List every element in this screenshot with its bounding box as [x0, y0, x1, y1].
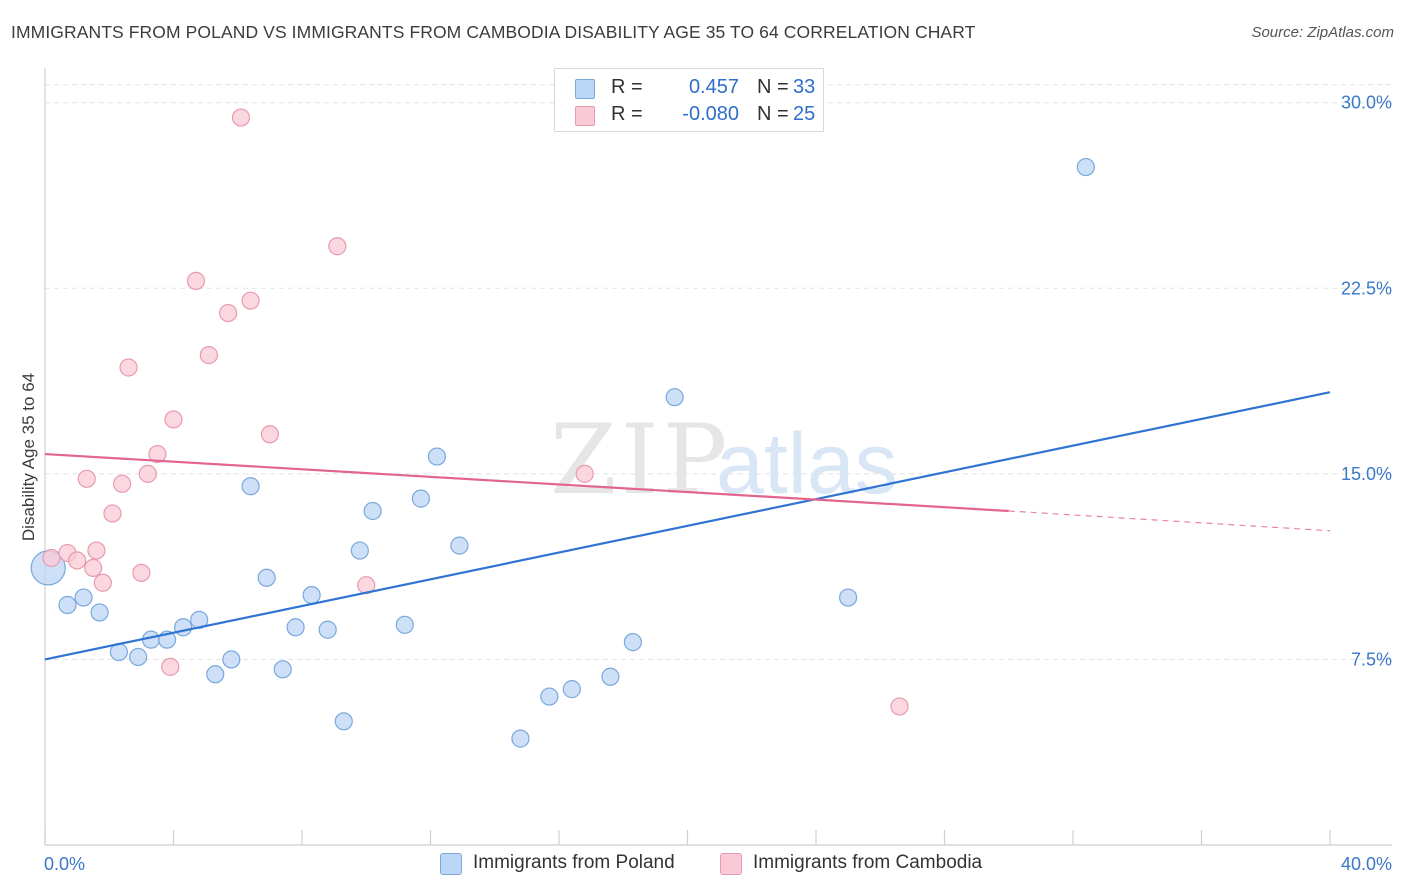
y-tick-label: 7.5%	[1351, 649, 1392, 669]
point-poland	[601, 667, 620, 686]
point-cambodia	[199, 346, 218, 365]
point-cambodia	[219, 303, 238, 323]
chart-title: IMMIGRANTS FROM POLAND VS IMMIGRANTS FRO…	[11, 22, 976, 42]
point-cambodia	[103, 504, 122, 523]
point-cambodia	[148, 444, 167, 464]
point-cambodia	[138, 464, 157, 483]
point-poland	[241, 477, 260, 496]
y-tick-label: 15.0%	[1341, 464, 1392, 484]
point-cambodia	[231, 108, 251, 127]
point-cambodia	[112, 474, 132, 493]
point-cambodia	[890, 697, 909, 716]
point-cambodia	[241, 291, 260, 310]
point-poland	[302, 586, 321, 605]
legend-label-cambodia: Immigrants from Cambodia	[753, 852, 983, 873]
legend-n-label: N =	[757, 76, 789, 98]
point-poland	[174, 618, 193, 637]
label-layer: 7.5% 15.0% 22.5% 30.0% 0.0% 40.0%	[44, 93, 1392, 874]
point-cambodia	[93, 573, 112, 592]
point-poland	[257, 568, 276, 587]
trendline-poland	[44, 391, 1331, 661]
point-poland	[1076, 157, 1095, 177]
point-poland	[839, 588, 858, 607]
point-poland	[58, 595, 77, 615]
point-poland	[334, 712, 353, 731]
point-poland	[206, 665, 225, 684]
point-poland	[450, 536, 469, 555]
points-layer	[30, 108, 1095, 748]
legend-r-value: -0.080	[682, 103, 739, 125]
legend-swatch-cambodia	[575, 106, 595, 126]
point-cambodia	[77, 469, 96, 488]
point-poland	[623, 633, 642, 652]
point-cambodia	[132, 563, 151, 582]
legend-r-value: 0.457	[688, 76, 739, 98]
point-cambodia	[164, 410, 183, 429]
legend-r-label: R =	[611, 76, 643, 98]
x-tick-label: 0.0%	[44, 854, 85, 874]
point-poland	[363, 501, 382, 521]
point-poland	[222, 650, 241, 669]
point-cambodia	[260, 425, 279, 444]
legend-label-poland: Immigrants from Poland	[473, 852, 675, 873]
grid-layer	[45, 84, 1392, 660]
legend-swatch-cambodia	[720, 853, 742, 875]
point-poland	[129, 647, 148, 667]
y-tick-label: 30.0%	[1341, 93, 1392, 113]
watermark-atlas: atlas	[716, 416, 898, 512]
point-poland	[273, 660, 292, 679]
legend-n-value: 33	[793, 76, 816, 98]
y-tick-label: 22.5%	[1341, 278, 1392, 298]
point-poland	[90, 603, 109, 622]
point-poland	[562, 680, 581, 699]
legend-swatch-poland	[440, 853, 462, 875]
chart-source: Source: ZipAtlas.com	[1251, 24, 1394, 41]
point-poland	[395, 615, 414, 634]
point-cambodia	[84, 558, 103, 577]
stats-legend: R = 0.457 N = 33 R = -0.080 N = 25	[554, 68, 824, 132]
point-poland	[540, 687, 559, 706]
legend-r-label: R =	[611, 103, 643, 125]
point-cambodia	[119, 358, 138, 377]
trend-layer	[44, 391, 1331, 661]
point-poland	[318, 620, 337, 639]
point-cambodia	[68, 551, 87, 570]
trendline-cambodia	[44, 452, 1009, 513]
axis-layer	[44, 68, 1392, 846]
point-poland	[74, 588, 93, 607]
point-poland	[665, 388, 684, 407]
y-axis-title: Disability Age 35 to 64	[19, 373, 38, 541]
legend-n-value: 25	[793, 103, 816, 125]
point-cambodia	[161, 657, 180, 676]
point-cambodia	[87, 541, 106, 560]
legend-n-label: N =	[757, 103, 789, 125]
point-cambodia	[328, 237, 347, 256]
point-poland	[350, 541, 369, 560]
x-tick-label: 40.0%	[1341, 854, 1392, 874]
point-cambodia	[575, 464, 594, 483]
watermark: ZIP atlas	[550, 404, 898, 516]
point-poland	[511, 729, 530, 748]
trendline-cambodia-extension	[1008, 510, 1331, 532]
point-poland	[411, 489, 430, 508]
point-cambodia	[42, 548, 61, 568]
point-cambodia	[186, 271, 206, 290]
watermark-zip: ZIP	[550, 404, 731, 516]
point-poland	[286, 618, 305, 637]
point-poland	[427, 447, 447, 466]
legend-swatch-poland	[575, 79, 595, 99]
